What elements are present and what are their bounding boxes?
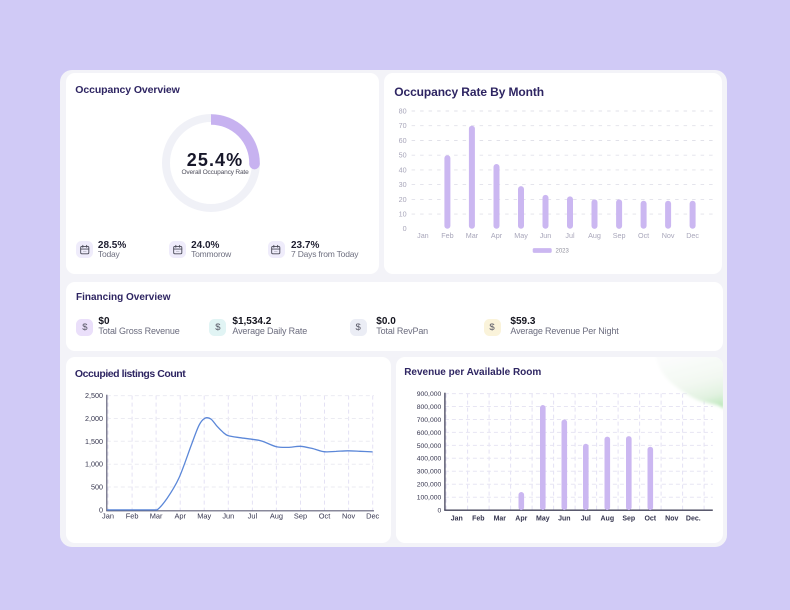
svg-text:900,000: 900,000 [417, 391, 442, 398]
svg-text:10: 10 [399, 209, 407, 218]
svg-text:Apr: Apr [174, 511, 186, 520]
svg-text:700,000: 700,000 [417, 417, 442, 424]
svg-text:80: 80 [399, 106, 407, 115]
svg-text:70: 70 [399, 121, 407, 130]
svg-text:Oct: Oct [645, 515, 657, 522]
svg-text:200,000: 200,000 [417, 481, 442, 488]
svg-text:2,000: 2,000 [85, 414, 103, 423]
svg-text:Jan: Jan [417, 231, 429, 240]
svg-text:Sep: Sep [623, 515, 636, 522]
svg-text:May: May [197, 511, 211, 520]
svg-text:500,000: 500,000 [417, 443, 442, 450]
svg-text:Jan: Jan [451, 515, 463, 522]
svg-text:Mar: Mar [494, 515, 507, 522]
svg-text:300,000: 300,000 [417, 468, 442, 475]
svg-text:800,000: 800,000 [417, 404, 442, 411]
svg-text:Nov: Nov [342, 511, 355, 520]
svg-text:Oct: Oct [638, 231, 649, 240]
svg-text:40: 40 [399, 165, 407, 174]
svg-text:Dec: Dec [687, 231, 700, 240]
svg-text:50: 50 [399, 150, 407, 159]
svg-text:20: 20 [399, 195, 407, 204]
svg-text:Feb: Feb [442, 231, 454, 240]
svg-text:Sep: Sep [294, 511, 307, 520]
svg-text:May: May [536, 515, 550, 522]
svg-text:500: 500 [91, 482, 103, 491]
svg-text:Jun: Jun [558, 515, 570, 522]
svg-text:Apr: Apr [491, 231, 503, 240]
svg-text:30: 30 [399, 180, 407, 189]
svg-text:Jun: Jun [222, 511, 234, 520]
svg-text:Sep: Sep [613, 231, 626, 240]
svg-text:60: 60 [399, 136, 407, 145]
svg-text:Dec.: Dec. [686, 515, 701, 522]
svg-text:Dec: Dec [366, 511, 379, 520]
svg-text:Mar: Mar [466, 231, 479, 240]
svg-text:Oct: Oct [319, 511, 331, 520]
svg-text:Nov: Nov [665, 515, 678, 522]
svg-text:Aug: Aug [270, 511, 283, 520]
svg-text:Jan: Jan [102, 511, 114, 520]
svg-text:Mar: Mar [150, 511, 163, 520]
svg-text:0: 0 [403, 224, 407, 233]
svg-text:Aug: Aug [588, 231, 601, 240]
svg-text:1,000: 1,000 [85, 459, 103, 468]
svg-text:600,000: 600,000 [417, 430, 442, 437]
svg-text:Jul: Jul [581, 515, 591, 522]
svg-text:400,000: 400,000 [417, 455, 442, 462]
svg-text:0: 0 [438, 507, 442, 514]
svg-text:2023: 2023 [556, 248, 570, 254]
svg-text:Feb: Feb [126, 511, 139, 520]
svg-text:100,000: 100,000 [417, 494, 442, 501]
svg-text:Nov: Nov [662, 231, 675, 240]
svg-text:Aug: Aug [601, 515, 615, 522]
svg-text:2,500: 2,500 [85, 391, 103, 400]
svg-text:Feb: Feb [472, 515, 484, 522]
svg-text:0: 0 [99, 505, 103, 514]
svg-text:Jul: Jul [248, 511, 258, 520]
svg-text:Jul: Jul [566, 231, 576, 240]
svg-text:Apr: Apr [515, 515, 527, 522]
svg-text:Jun: Jun [540, 231, 552, 240]
svg-text:May: May [515, 231, 529, 240]
svg-text:1,500: 1,500 [85, 437, 103, 446]
